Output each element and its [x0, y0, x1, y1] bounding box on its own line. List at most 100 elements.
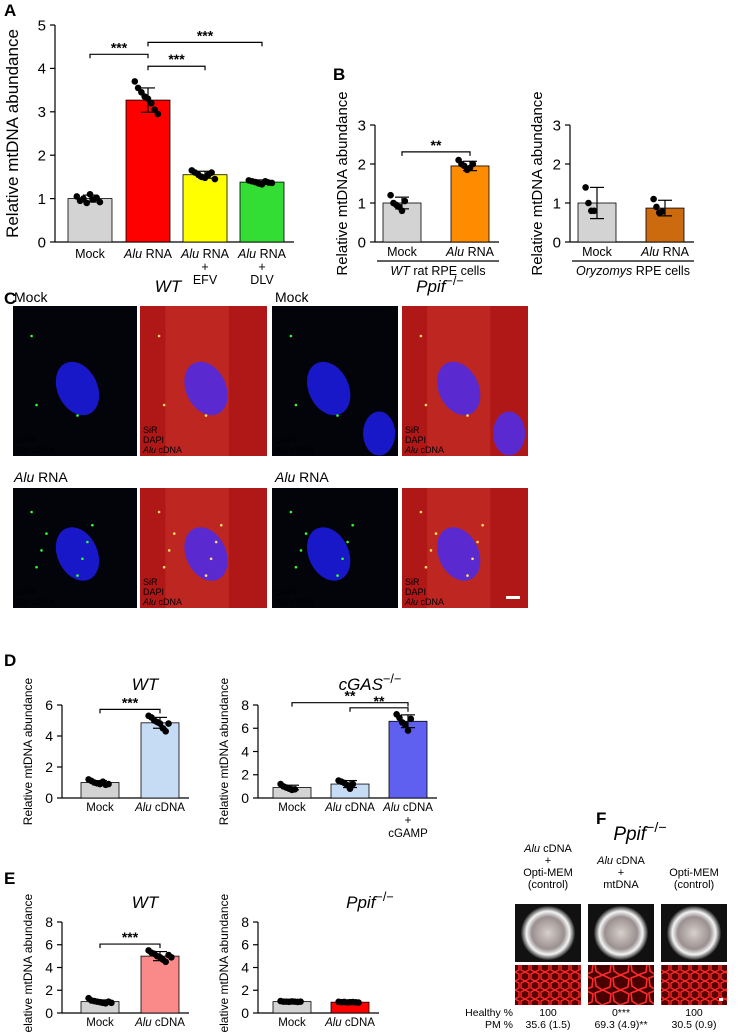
- significance-bracket: [99, 708, 161, 714]
- x-tick-label: Mock: [387, 245, 418, 259]
- flatmount-photo: [515, 965, 581, 1005]
- y-tick-label: 2: [358, 156, 366, 173]
- cdna-spot: [289, 510, 293, 514]
- x-tick-label: Mock: [278, 1017, 306, 1029]
- cdna-spot: [351, 523, 354, 527]
- row-title: Alu RNA: [274, 469, 329, 485]
- bar-chart: 0 1 2 3 Relative mtDNA abundance Mock Alu RNA W…: [334, 91, 499, 278]
- data-point: [650, 195, 657, 203]
- panel-label: A: [4, 1, 16, 20]
- cdna-spot: [204, 574, 208, 577]
- legend-text: DAPI: [16, 435, 37, 445]
- data-point: [96, 198, 104, 206]
- significance-bracket: [401, 151, 471, 156]
- row-title: Alu RNA: [13, 469, 68, 485]
- y-tick-label: 4: [241, 743, 249, 759]
- y-tick-label: 8: [241, 697, 249, 713]
- x-tick-label: Mock: [86, 802, 114, 814]
- flatmount-photo: [588, 965, 654, 1005]
- x-tick-label: +: [201, 260, 208, 274]
- cdna-spot: [304, 532, 308, 535]
- bar-chart: 0 2 4 6 Relative mtDNA abundance WT Mock Alu cD…: [21, 675, 189, 825]
- cdna-spot: [419, 334, 423, 338]
- y-tick-label: 3: [38, 104, 46, 121]
- data-point: [291, 785, 299, 793]
- panel-label: F: [596, 809, 606, 828]
- data-point: [131, 78, 139, 85]
- legend-text: Alu cDNA: [274, 597, 314, 607]
- chart-title: cGAS−/−: [339, 671, 402, 695]
- y-axis-label: Relative mtDNA abundance: [21, 893, 35, 1032]
- y-tick-label: 6: [45, 697, 53, 713]
- y-axis-label: Relative mtDNA abundance: [217, 677, 231, 825]
- x-tick-label: Mock: [86, 1017, 114, 1029]
- column-title: WT: [155, 277, 183, 296]
- cdna-spot: [289, 334, 293, 338]
- significance-label: ***: [168, 51, 185, 67]
- data-point: [387, 191, 394, 199]
- column-header: (control): [528, 879, 568, 891]
- bar-chart: 0 1 2 3 Relative mtDNA abundance Mock Alu RNA O…: [529, 91, 694, 278]
- x-tick-label: Alu RNA: [237, 247, 287, 261]
- nucleus: [184, 527, 228, 581]
- cdna-spot: [172, 532, 176, 535]
- legend-text: Alu cDNA: [274, 445, 314, 455]
- y-tick-label: 2: [45, 982, 53, 998]
- significance-label: ***: [122, 694, 139, 710]
- y-tick-label: 4: [45, 728, 53, 744]
- y-tick-label: 8: [241, 914, 249, 930]
- significance-bracket: [349, 707, 409, 712]
- nucleus: [437, 361, 481, 416]
- x-tick-label: Alu cDNA: [324, 1017, 375, 1029]
- cdna-spot: [336, 414, 339, 417]
- cdna-spot: [157, 334, 161, 338]
- y-tick-label: 6: [241, 720, 249, 736]
- cdna-spot: [471, 557, 474, 561]
- y-tick-label: 4: [38, 61, 46, 78]
- x-tick-label: Alu cDNA: [324, 802, 375, 814]
- data-point: [154, 110, 162, 118]
- x-tick-label: Alu RNA: [123, 247, 173, 261]
- cdna-spot: [45, 532, 48, 535]
- x-tick-label: Mock: [582, 245, 613, 259]
- significance-label: **: [374, 693, 385, 709]
- y-tick-label: 5: [38, 17, 46, 34]
- cdna-spot: [424, 403, 428, 407]
- legend-text: DAPI: [405, 435, 426, 445]
- cdna-spot: [209, 557, 213, 561]
- data-point: [653, 203, 660, 211]
- y-axis-label: Relative mtDNA abundance: [334, 91, 351, 275]
- legend-text: SiR: [143, 425, 158, 435]
- cdna-spot: [466, 574, 469, 577]
- row-label: PM %: [485, 1019, 513, 1031]
- y-tick-label: 6: [45, 937, 53, 953]
- row-title: Mock: [275, 289, 309, 305]
- y-axis-label: Relative mtDNA abundance: [217, 893, 231, 1032]
- bar-chart: 0 1 2 3 4 5 Relative mtDNA abundance Mock Alu RN…: [3, 17, 294, 287]
- y-axis-label: Relative mtDNA abundance: [529, 91, 546, 275]
- cdna-spot: [162, 403, 166, 407]
- column-header: Alu cDNA: [596, 855, 645, 867]
- cdna-spot: [219, 523, 223, 527]
- pm-value: 35.6 (1.5): [526, 1019, 571, 1031]
- y-tick-label: 0: [38, 234, 46, 251]
- x-tick-label: +: [258, 260, 265, 274]
- x-tick-label: Mock: [75, 247, 106, 261]
- data-point: [349, 780, 357, 788]
- y-tick-label: 2: [45, 759, 53, 775]
- fundus-eye: [594, 906, 648, 960]
- data-point: [211, 175, 219, 183]
- cdna-spot: [167, 549, 171, 552]
- y-tick-label: 4: [241, 959, 249, 975]
- legend-text: DAPI: [405, 587, 426, 597]
- y-tick-label: 1: [553, 195, 561, 212]
- legend-text: Alu cDNA: [15, 597, 55, 607]
- significance-label: ***: [197, 27, 214, 43]
- cdna-spot: [429, 549, 433, 552]
- y-tick-label: 0: [45, 1005, 53, 1021]
- significance-label: ***: [122, 929, 139, 945]
- panel-label: E: [4, 869, 15, 888]
- bar: [140, 722, 180, 799]
